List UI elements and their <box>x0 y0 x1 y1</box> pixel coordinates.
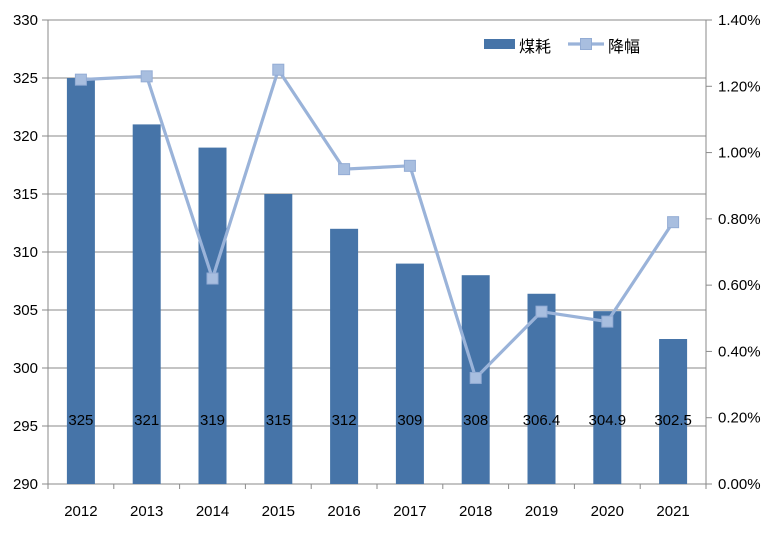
left-axis-tick-label: 305 <box>13 302 38 319</box>
bar <box>198 147 227 484</box>
bar-value-label: 304.9 <box>589 412 627 429</box>
left-axis-tick-label: 325 <box>13 70 38 87</box>
right-axis-tick-label: 0.40% <box>718 343 761 360</box>
x-axis-label: 2015 <box>262 503 295 520</box>
bar <box>395 263 424 484</box>
right-axis-tick-label: 1.20% <box>718 78 761 95</box>
bar-value-label: 312 <box>332 412 357 429</box>
legend-bar-swatch <box>484 39 515 49</box>
right-axis-tick-label: 1.40% <box>718 12 761 29</box>
line-marker <box>140 70 153 83</box>
bar-value-label: 302.5 <box>654 412 692 429</box>
bar-value-label: 315 <box>266 412 291 429</box>
line-series <box>80 68 675 380</box>
left-axis-tick-label: 295 <box>13 418 38 435</box>
x-axis-label: 2018 <box>459 503 492 520</box>
line-marker <box>535 305 548 318</box>
left-axis-tick-label: 310 <box>13 244 38 261</box>
line-marker <box>74 73 87 86</box>
right-axis-tick-label: 1.00% <box>718 145 761 162</box>
legend-line-marker <box>580 38 592 50</box>
left-axis-tick-label: 300 <box>13 360 38 377</box>
line-marker <box>338 163 351 176</box>
x-axis-label: 2020 <box>591 503 624 520</box>
bar-value-label: 308 <box>463 412 488 429</box>
left-axis-tick-label: 330 <box>13 12 38 29</box>
left-axis-tick-label: 290 <box>13 476 38 493</box>
bar-value-label: 325 <box>68 412 93 429</box>
x-axis-label: 2021 <box>656 503 689 520</box>
bar <box>659 339 688 484</box>
bar-value-label: 319 <box>200 412 225 429</box>
x-axis-label: 2019 <box>525 503 558 520</box>
bar <box>593 311 622 484</box>
bar <box>330 228 359 484</box>
right-axis-tick-label: 0.00% <box>718 476 761 493</box>
right-axis-tick-label: 0.20% <box>718 410 761 427</box>
right-axis-tick-label: 0.80% <box>718 211 761 228</box>
x-axis-label: 2014 <box>196 503 229 520</box>
bar <box>132 124 161 485</box>
legend-label-line: 降幅 <box>608 38 640 56</box>
line-marker <box>469 371 482 384</box>
x-axis-label: 2012 <box>64 503 97 520</box>
bar-value-label: 309 <box>397 412 422 429</box>
x-axis-label: 2013 <box>130 503 163 520</box>
bar <box>527 293 556 484</box>
bar <box>66 78 95 484</box>
legend-label-bar: 煤耗 <box>519 38 551 56</box>
bar <box>264 194 293 484</box>
line-marker <box>403 159 416 172</box>
line-marker <box>272 63 285 76</box>
x-axis-label: 2016 <box>327 503 360 520</box>
bar-value-label: 321 <box>134 412 159 429</box>
left-axis-tick-label: 315 <box>13 186 38 203</box>
left-axis-tick-label: 320 <box>13 128 38 145</box>
line-marker <box>206 272 219 285</box>
x-axis-label: 2017 <box>393 503 426 520</box>
right-axis-tick-label: 0.60% <box>718 277 761 294</box>
bar-value-label: 306.4 <box>523 412 561 429</box>
line-marker <box>667 216 680 229</box>
line-marker <box>601 315 614 328</box>
